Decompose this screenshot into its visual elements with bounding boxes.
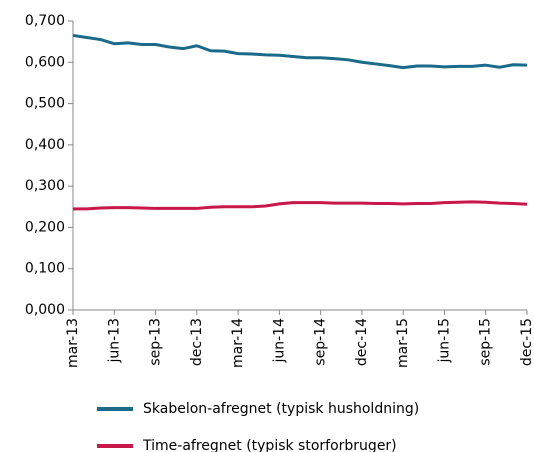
y-tick-label: 0,100 xyxy=(25,261,65,277)
x-tick-label: mar-13 xyxy=(65,318,81,368)
legend-label: Skabelon-afregnet (typisk husholdning) xyxy=(143,401,419,417)
x-tick-label: mar-14 xyxy=(230,318,246,368)
legend-label: Time-afregnet (typisk storforbruger) xyxy=(142,438,397,452)
x-tick-label: jun-15 xyxy=(436,318,452,364)
y-tick-label: 0,700 xyxy=(25,13,65,29)
x-tick-label: sep-15 xyxy=(478,318,494,366)
y-tick-label: 0,600 xyxy=(25,54,65,70)
x-tick-label: jun-13 xyxy=(106,318,122,364)
y-tick-label: 0,500 xyxy=(25,96,65,112)
series-line xyxy=(72,33,528,70)
x-tick-label: sep-13 xyxy=(148,318,164,366)
x-tick-label: sep-14 xyxy=(313,318,329,366)
y-tick-label: 0,200 xyxy=(25,219,65,235)
x-tick-label: mar-15 xyxy=(395,318,411,368)
y-tick-label: 0,400 xyxy=(25,137,65,153)
x-tick-label: dec-13 xyxy=(189,318,205,366)
x-tick-label: dec-15 xyxy=(519,318,534,366)
y-tick-label: 0,300 xyxy=(25,178,65,194)
x-tick-label: jun-14 xyxy=(271,318,287,364)
x-tick-label: dec-14 xyxy=(354,318,370,366)
y-tick-label: 0,000 xyxy=(25,302,65,318)
series-line xyxy=(73,200,528,211)
